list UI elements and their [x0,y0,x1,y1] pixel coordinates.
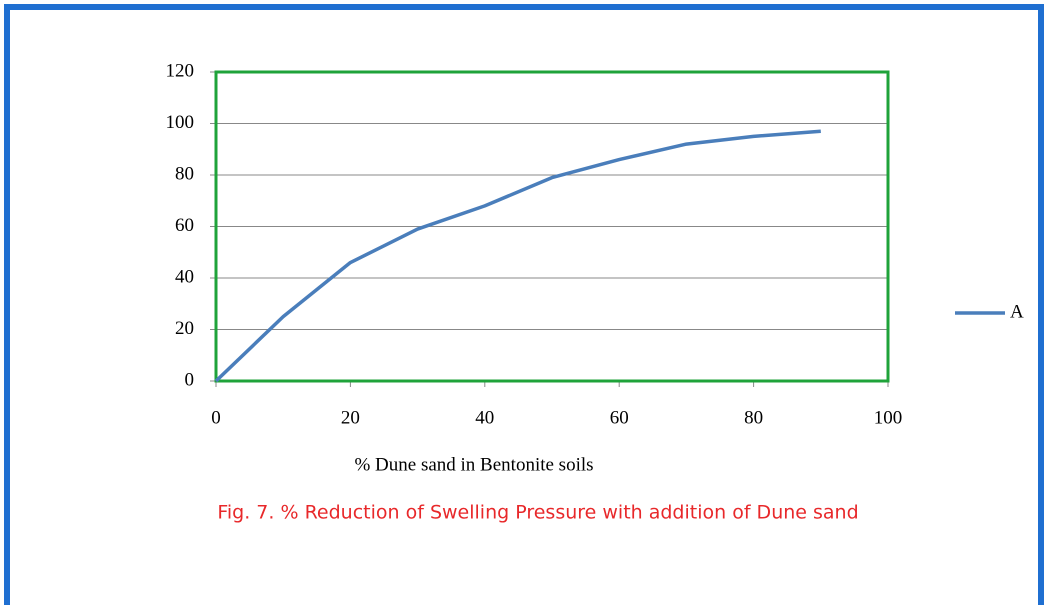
frame [4,4,1044,605]
x-tick-label: 40 [475,407,494,428]
y-tick-label: 20 [175,318,194,339]
y-tick-label: 40 [175,266,194,287]
x-tick-label: 80 [744,407,763,428]
data-line [214,129,821,383]
y-tick-label: 80 [175,163,194,184]
legend-label: A [1010,301,1024,322]
x-tick-label: 60 [610,407,629,428]
y-tick-label: 120 [166,60,195,81]
y-tick-label: 100 [166,112,195,133]
x-axis-label: % Dune sand in Bentonite soils [354,454,593,475]
x-tick-label: 100 [874,407,903,428]
x-tick-label: 20 [341,407,360,428]
plot-border [214,70,890,383]
y-tick-label: 0 [185,369,195,390]
y-tick-label: 60 [175,215,194,236]
x-tick-label: 0 [211,407,221,428]
caption: Fig. 7. % Reduction of Swelling Pressure… [217,502,858,524]
